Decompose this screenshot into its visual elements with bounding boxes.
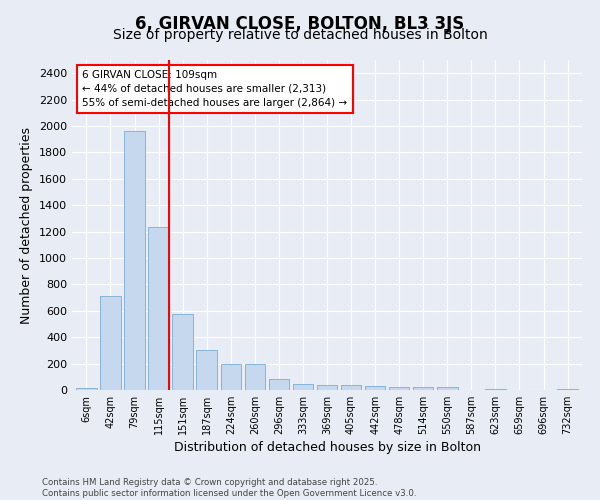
Text: Size of property relative to detached houses in Bolton: Size of property relative to detached ho… (113, 28, 487, 42)
Bar (269, 380, 289, 390)
Bar (341, 386, 361, 390)
Bar (245, 364, 265, 390)
Bar (76, 388, 97, 390)
Text: 6, GIRVAN CLOSE, BOLTON, BL3 3JS: 6, GIRVAN CLOSE, BOLTON, BL3 3JS (136, 15, 464, 33)
Y-axis label: Number of detached properties: Number of detached properties (20, 126, 34, 324)
Bar (124, 132, 145, 390)
Text: 6 GIRVAN CLOSE: 109sqm
← 44% of detached houses are smaller (2,313)
55% of semi-: 6 GIRVAN CLOSE: 109sqm ← 44% of detached… (82, 70, 347, 108)
Bar (437, 388, 458, 390)
Bar (317, 386, 337, 390)
X-axis label: Distribution of detached houses by size in Bolton: Distribution of detached houses by size … (173, 441, 481, 454)
Bar (365, 386, 385, 390)
Bar (196, 350, 217, 390)
Bar (293, 384, 313, 390)
Bar (413, 388, 433, 390)
Bar (100, 296, 121, 390)
Bar (148, 227, 169, 390)
Text: Contains HM Land Registry data © Crown copyright and database right 2025.
Contai: Contains HM Land Registry data © Crown c… (42, 478, 416, 498)
Bar (389, 388, 409, 390)
Bar (172, 314, 193, 390)
Bar (221, 364, 241, 390)
